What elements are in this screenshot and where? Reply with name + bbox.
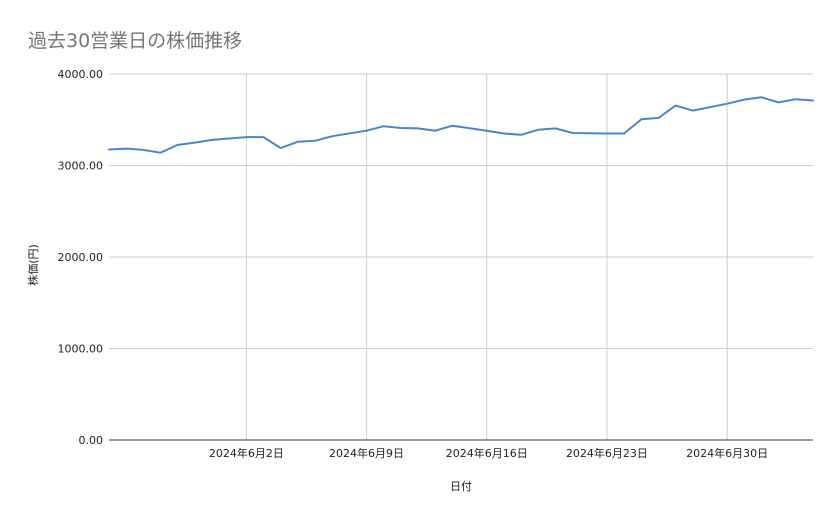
x-tick-label: 2024年6月16日 [446,446,528,460]
y-tick-label: 0.00 [79,434,104,447]
y-tick-label: 2000.00 [58,251,104,264]
chart-title: 過去30営業日の株価推移 [28,30,243,52]
x-tick-label: 2024年6月2日 [209,446,284,460]
x-tick-label: 2024年6月30日 [686,446,768,460]
x-tick-label: 2024年6月9日 [329,446,404,460]
series-line [108,96,814,154]
grid-layer [109,73,813,440]
y-tick-label: 1000.00 [58,343,104,356]
y-axis-title: 株価(円) [26,244,40,286]
axis-layer: 0.00 1000.00 2000.00 3000.00 4000.00 2024年6月2… [58,68,813,460]
y-tick-label: 4000.00 [58,68,104,81]
y-tick-label: 3000.00 [58,160,104,173]
x-tick-label: 2024年6月23日 [566,446,648,460]
series-layer [108,96,814,154]
x-axis-title: 日付 [450,480,472,493]
